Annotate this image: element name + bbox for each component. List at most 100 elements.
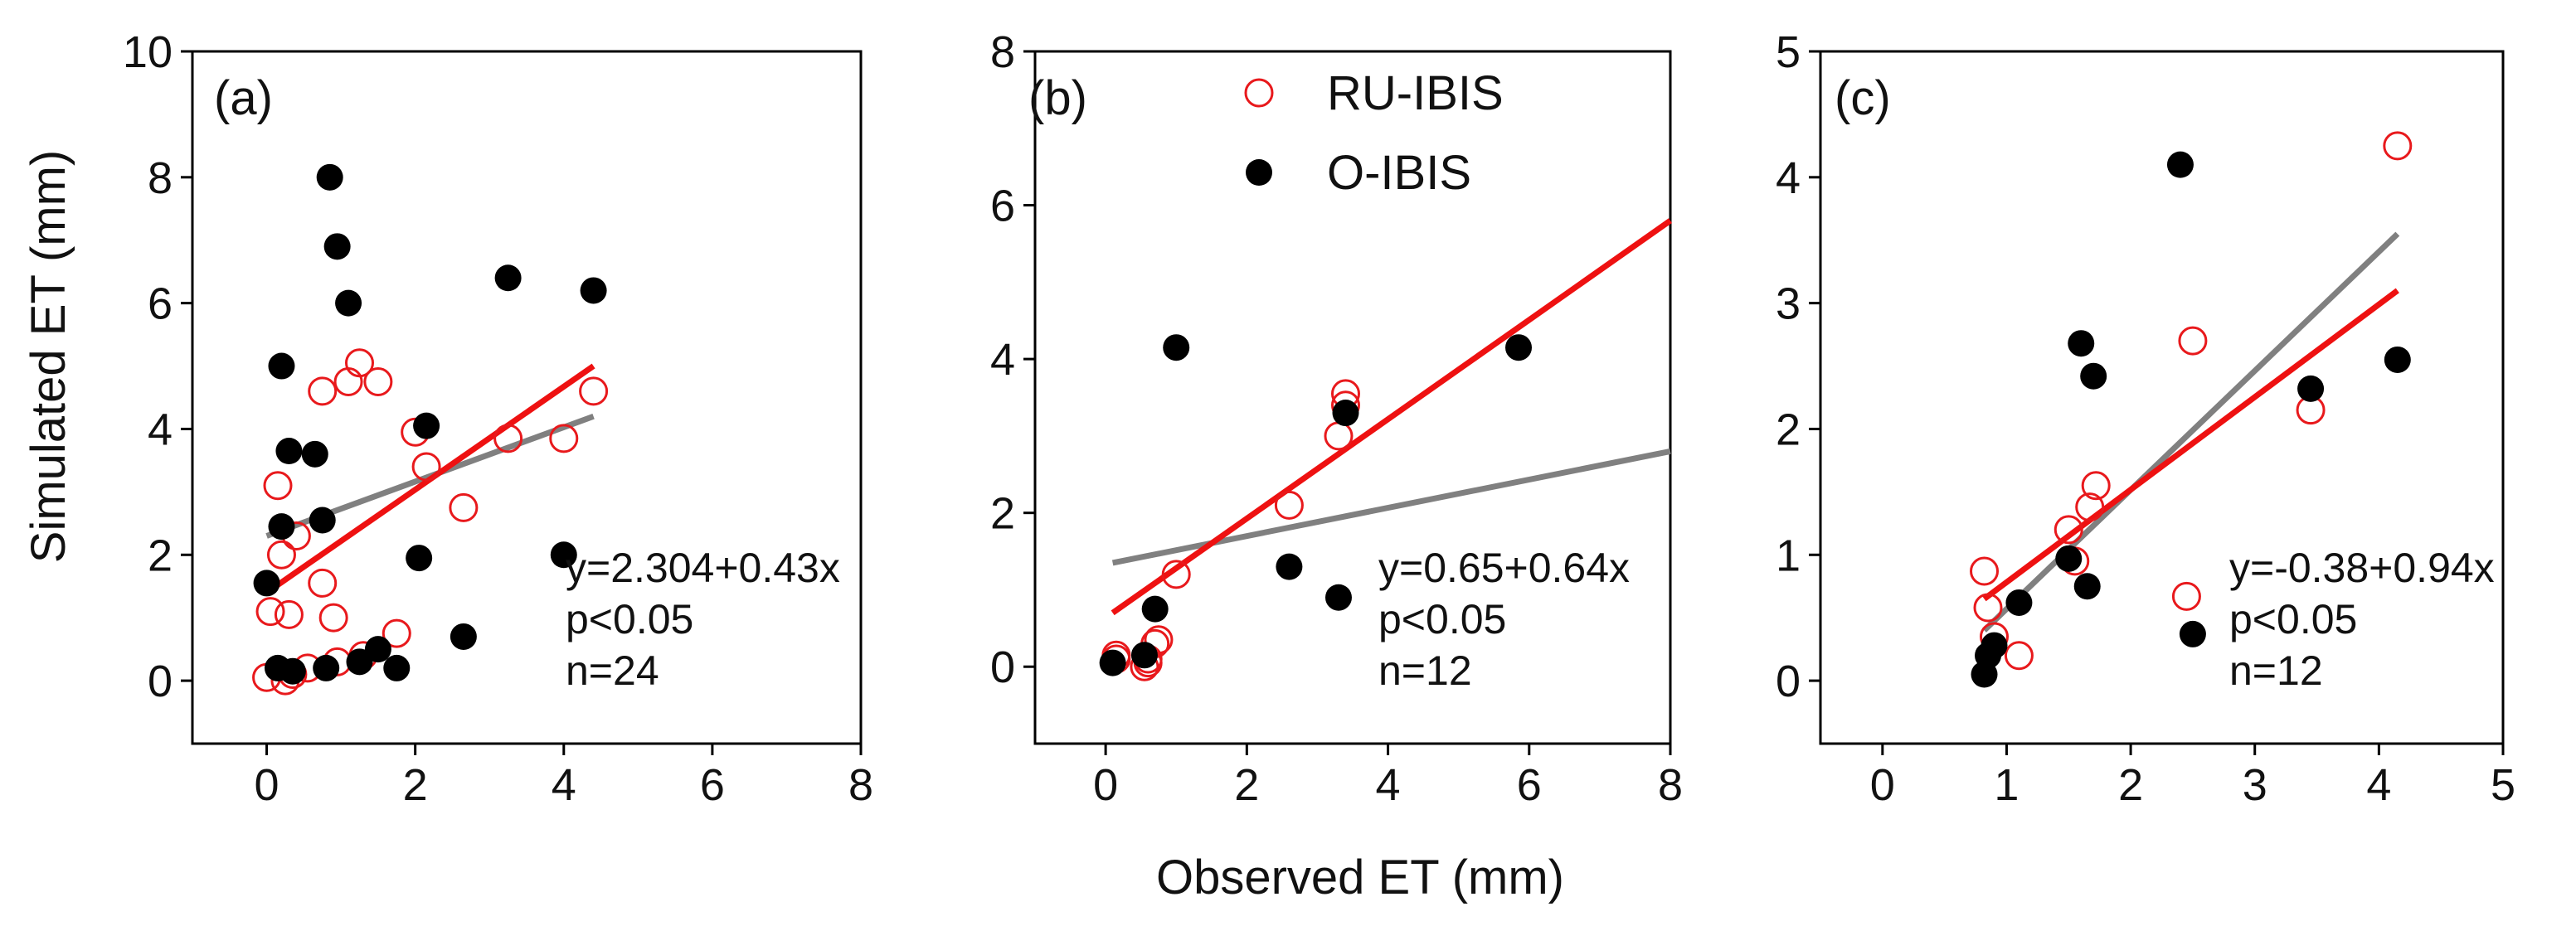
stats-annotation-line: n=24: [566, 647, 659, 694]
point-ru-ibis: [449, 492, 479, 522]
y-tick-label: 0: [990, 642, 1015, 692]
point-ru-ibis: [2383, 131, 2413, 161]
panel-b: 0 2 4 6 8 0 2 4 6 8 (b) y=0.65+0.64x p<0.05 n=12: [990, 27, 1683, 810]
x-tick-label: 3: [2243, 760, 2267, 810]
y-tick-label: 4: [1776, 153, 1801, 203]
point-ru-ibis: [363, 367, 393, 397]
point-o-ibis: [2080, 362, 2107, 390]
y-tick-label: 0: [1776, 657, 1801, 706]
stats-annotation-line: n=12: [1378, 647, 1472, 694]
x-tick-label: 0: [255, 760, 279, 810]
panel-label: (a): [214, 71, 273, 125]
fit-line-o-ibis: [1982, 231, 2400, 633]
y-tick-label: 6: [990, 182, 1015, 231]
point-o-ibis: [279, 657, 306, 685]
plot-frame: [1033, 50, 1672, 745]
point-o-ibis: [2073, 573, 2101, 600]
point-o-ibis: [383, 654, 411, 681]
point-ru-ibis: [318, 603, 348, 633]
point-o-ibis: [323, 233, 351, 260]
y-tick-label: 4: [148, 405, 173, 454]
x-tick-label: 2: [2118, 760, 2143, 810]
panel-a: 0 2 4 6 8 0 2 4 6 8 10 (a) y=2.304+0.43x p<0.05 n=24: [123, 27, 873, 810]
stats-annotation-line: y=0.65+0.64x: [1378, 545, 1630, 591]
point-ru-ibis: [579, 376, 609, 406]
point-ru-ibis: [2178, 326, 2208, 356]
point-ru-ibis: [308, 568, 338, 598]
stats-annotation-line: n=12: [2229, 647, 2323, 694]
panel-label: (b): [1028, 71, 1087, 125]
x-tick-label: 0: [1093, 760, 1118, 810]
panel-label: (c): [1835, 71, 1891, 125]
y-tick-label: 2: [1776, 405, 1801, 454]
point-o-ibis: [1163, 334, 1190, 361]
legend-marker-ru-ibis: [1244, 78, 1274, 108]
point-ru-ibis: [2171, 581, 2201, 611]
x-tick-label: 5: [2491, 760, 2515, 810]
point-ru-ibis: [382, 618, 411, 648]
legend-label: RU-IBIS: [1327, 66, 1504, 120]
point-o-ibis: [413, 412, 440, 439]
x-tick-label: 4: [2366, 760, 2391, 810]
x-tick-label: 1: [1994, 760, 2019, 810]
point-o-ibis: [2384, 346, 2411, 373]
point-o-ibis: [313, 654, 340, 681]
stats-annotation-line: y=2.304+0.43x: [566, 545, 840, 591]
x-tick-label: 4: [552, 760, 576, 810]
point-ru-ibis: [2004, 641, 2034, 671]
y-tick-label: 1: [1776, 531, 1801, 580]
x-tick-label: 8: [848, 760, 873, 810]
y-tick-label: 2: [990, 489, 1015, 539]
point-ru-ibis: [2081, 471, 2111, 501]
legend-label: O-IBIS: [1327, 146, 1471, 200]
x-axis-title: Observed ET (mm): [1156, 851, 1564, 904]
point-ru-ibis: [274, 599, 304, 629]
legend: RU-IBIS O-IBIS: [1244, 66, 1504, 200]
stats-annotation-line: p<0.05: [566, 596, 693, 642]
point-o-ibis: [580, 277, 607, 304]
point-ru-ibis: [1973, 593, 2003, 623]
point-o-ibis: [2166, 151, 2194, 178]
x-tick-label: 8: [1658, 760, 1683, 810]
point-o-ibis: [1981, 632, 2008, 659]
legend-marker-o-ibis: [1246, 159, 1272, 186]
y-tick-label: 10: [123, 27, 173, 77]
point-o-ibis: [1141, 595, 1169, 623]
x-tick-label: 6: [1517, 760, 1542, 810]
point-ru-ibis: [1161, 560, 1191, 589]
point-ru-ibis: [1324, 421, 1354, 451]
point-o-ibis: [275, 438, 303, 465]
point-o-ibis: [1276, 553, 1303, 580]
point-ru-ibis: [493, 424, 523, 453]
panel-c: 0 1 2 3 4 5 0 1 2 3 4 5 (c) y=-0.38+0.94x p<0.05 n=12: [1776, 27, 2515, 810]
point-o-ibis: [450, 623, 477, 650]
point-o-ibis: [346, 648, 373, 676]
y-tick-label: 8: [148, 153, 173, 203]
x-tick-label: 2: [403, 760, 428, 810]
point-ru-ibis: [2075, 492, 2105, 522]
point-o-ibis: [1332, 400, 1359, 427]
y-tick-label: 2: [148, 531, 173, 580]
stats-annotation-line: y=-0.38+0.94x: [2229, 545, 2495, 591]
point-o-ibis: [1324, 584, 1352, 611]
point-o-ibis: [309, 507, 336, 534]
point-o-ibis: [268, 513, 295, 541]
point-o-ibis: [494, 264, 522, 292]
point-o-ibis: [1505, 334, 1533, 361]
y-tick-label: 8: [990, 27, 1015, 77]
point-o-ibis: [268, 352, 295, 380]
point-o-ibis: [2179, 620, 2206, 647]
point-o-ibis: [253, 570, 280, 597]
plot-frame: [1819, 50, 2505, 745]
y-tick-label: 5: [1776, 27, 1801, 77]
x-tick-label: 0: [1870, 760, 1895, 810]
point-o-ibis: [316, 163, 343, 191]
fit-line-ru-ibis: [1111, 218, 1673, 616]
point-o-ibis: [550, 541, 577, 569]
y-tick-label: 0: [148, 657, 173, 706]
point-ru-ibis: [1274, 490, 1304, 520]
point-ru-ibis: [549, 424, 579, 453]
point-ru-ibis: [411, 452, 441, 482]
point-o-ibis: [1130, 642, 1158, 669]
x-tick-label: 2: [1234, 760, 1259, 810]
